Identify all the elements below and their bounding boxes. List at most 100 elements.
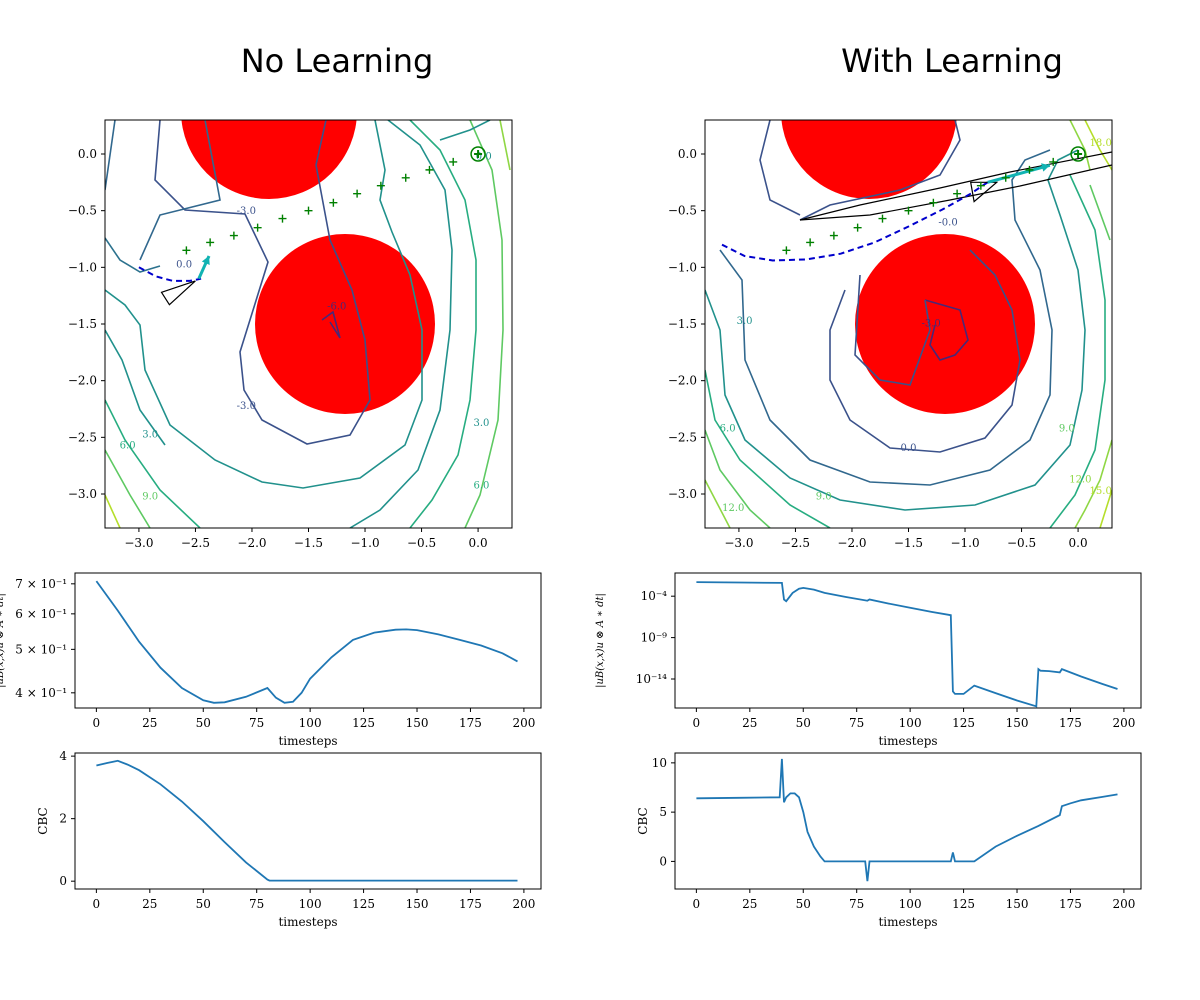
y-tick-label: −2.0 [668,374,697,388]
y-axis-label: |uB(x,x)u ⊗ A ∗ dt| [0,593,6,688]
loss-chart-no-learning: 0 25 50 75 100 125 150 175 200 4 × 10⁻¹ 5 × 10⁻¹ 6 … [0,572,542,748]
contour-line [154,120,371,445]
waypoint-marker [376,181,385,190]
contour-label: 0.0 [901,443,917,454]
y-tick-label: −1.0 [68,260,97,274]
contour-line [439,120,491,141]
x-tick-label: 75 [849,716,864,730]
contour-label: -6.0 [327,301,346,312]
plot-frame [674,572,1142,709]
x-axis-label: timesteps [878,734,937,748]
safe-set-boundary [799,164,1112,221]
obstacle-top [181,120,357,199]
x-tick-label: 0.0 [1069,536,1088,550]
series-line [96,759,518,882]
contour-label: 18.0 [1090,138,1112,149]
waypoint-marker [206,238,215,247]
x-tick-label: 125 [352,716,375,730]
goal-cross [1074,150,1083,158]
contour-line [1084,120,1112,171]
robot-marker [160,280,196,306]
goal-marker [1070,146,1086,162]
y-tick-label: −1.5 [668,317,697,331]
waypoint-marker [304,206,313,215]
x-tick-label: −1.0 [950,536,979,550]
velocity-arrow-head [201,256,210,265]
y-tick-label: 5 [659,805,667,819]
x-tick-label: 25 [742,716,757,730]
series-line [696,758,1118,882]
y-tick-label: 0.0 [78,147,97,161]
x-tick-label: −0.5 [407,536,436,550]
x-tick-label: 125 [352,897,375,911]
plot-frame [74,572,542,709]
y-tick-label: 10⁻⁹ [641,631,668,645]
y-tick-label: 4 [59,749,67,763]
x-tick-label: −2.5 [781,536,810,550]
contour-line [854,274,931,386]
contour-label: -3.0 [921,318,940,329]
x-tick-label: 150 [406,897,429,911]
waypoint-marker [929,198,938,207]
x-tick-label: 200 [1112,716,1135,730]
waypoint-marker [953,189,962,198]
x-tick-label: 75 [249,716,264,730]
contour-line [409,120,477,528]
x-tick-label: −3.0 [724,536,753,550]
x-tick-label: 0 [693,897,701,911]
y-tick-label: −0.5 [68,204,97,218]
velocity-arrow-head [1041,163,1050,172]
y-tick-label: 10 [652,756,667,770]
title-no-learning: No Learning [240,42,434,80]
waypoint-marker [278,214,287,223]
velocity-arrow [987,163,1051,184]
x-tick-label: 175 [1059,716,1082,730]
x-tick-label: −2.5 [181,536,210,550]
trajectory-line [721,181,989,262]
x-tick-label: 25 [142,716,157,730]
contour-label: -3.0 [237,206,256,217]
contour-line [321,310,341,339]
contour-plot-no-learning: -3.0 0.0 -6.0 -3.0 3.0 6.0 9.0 3.0 6.0 0.0 −3.0 −2… [68,119,513,550]
y-tick-label: 0 [59,874,67,888]
x-tick-label: −1.5 [294,536,323,550]
contour-line [705,149,1086,511]
contour-line [705,479,731,528]
contour-label: 3.0 [142,429,158,440]
y-tick-label: −3.0 [668,487,697,501]
x-tick-label: −0.5 [1007,536,1036,550]
contour-line [349,120,453,528]
cbc-chart-no-learning: 0 25 50 75 100 125 150 175 200 0 2 4 timesteps CBC [36,749,542,929]
contour-line [105,494,121,528]
waypoint-marker [353,189,362,198]
waypoint-marker [878,214,887,223]
x-axis-label: timesteps [878,915,937,929]
contour-label: 15.0 [1090,486,1112,497]
contour-label: -0.0 [938,217,957,228]
obstacle-top [781,120,957,199]
obstacle-center [255,234,435,414]
x-tick-label: 75 [849,897,864,911]
contour-label: 6.0 [474,480,490,491]
plot-frame [674,752,1142,890]
contour-line [105,449,151,528]
contour-line [829,249,1021,453]
x-tick-label: 50 [196,716,211,730]
x-tick-label: −2.0 [837,536,866,550]
x-tick-label: −1.0 [350,536,379,550]
x-tick-label: 150 [1006,897,1029,911]
contour-line [1099,489,1112,528]
contour-line [105,399,201,528]
contour-label: 0.0 [176,259,192,270]
x-tick-label: 0 [693,716,701,730]
x-tick-label: 175 [459,897,482,911]
x-tick-label: 100 [299,897,322,911]
waypoint-marker [976,181,985,190]
robot-marker [969,181,999,203]
contour-label: 9.0 [142,492,158,503]
waypoint-marker [829,231,838,240]
contour-line [759,120,801,216]
contour-label: 3.0 [474,418,490,429]
